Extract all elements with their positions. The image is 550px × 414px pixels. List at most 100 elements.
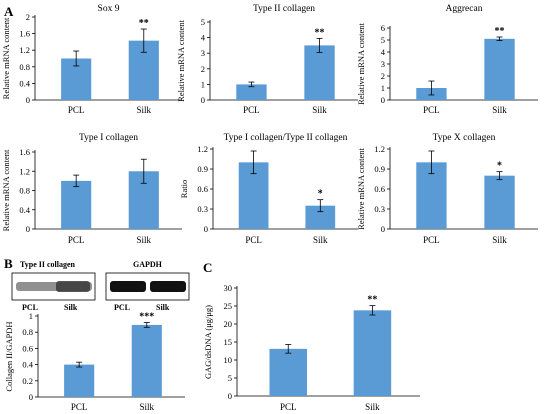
y-tick-label: 0.4 (22, 360, 33, 370)
y-tick-label: 0.9 (197, 164, 208, 174)
y-axis-label: GAG/dsDNA (μg/μg) (203, 305, 213, 379)
significance-marker: * (497, 161, 502, 172)
panel-letter-b: B (4, 256, 13, 271)
y-tick-label: 25 (224, 301, 233, 311)
blot-lane-pcl-right: PCL (114, 303, 130, 312)
y-tick-label: 0.6 (374, 184, 385, 194)
bar-silk (131, 324, 162, 397)
y-tick-label: 5 (201, 17, 205, 27)
y-tick-label: 1 (381, 83, 385, 93)
chart-type-x-collagen: Type X collagen Relative mRNA content 0 0.3… (356, 133, 538, 245)
y-tick-label: 5 (381, 35, 385, 45)
y-tick-label: 0 (26, 95, 30, 105)
significance-marker: ** (495, 26, 505, 37)
y-tick-label: 1.2 (374, 144, 385, 154)
y-tick-label: 0.8 (19, 186, 30, 196)
y-tick-label: 0 (29, 392, 33, 402)
chart-collagen-ii-gapdh: Collagen II/GAPDH 0 0.2 0.4 0.6 0.8 1 PCL *** Sil… (4, 311, 185, 412)
bar-silk (484, 38, 515, 100)
y-axis-label: Relative mRNA content (1, 149, 11, 231)
y-tick-label: 0.8 (19, 62, 30, 72)
category-label: Silk (492, 105, 507, 115)
y-tick-label: 0 (201, 95, 205, 105)
y-tick-label: 1 (29, 311, 33, 321)
y-tick-label: 0.9 (374, 164, 385, 174)
blot-label-gapdh: GAPDH (133, 260, 163, 269)
y-tick-label: 0.8 (22, 327, 33, 337)
y-tick-label: 20 (224, 319, 233, 329)
blot-lane-silk-right: Silk (156, 303, 170, 312)
chart-title: Sox 9 (98, 4, 120, 14)
bar-pcl (269, 348, 307, 396)
y-axis-label: Relative mRNA content (356, 148, 366, 230)
y-tick-label: 3 (201, 48, 205, 58)
y-tick-label: 15 (224, 337, 233, 347)
chart-gag-dsdna: GAG/dsDNA (μg/μg) 0 5 10 15 20 25 30 PCL ** Silk (203, 283, 420, 412)
category-label: PCL (68, 105, 85, 115)
y-tick-label: 2 (201, 64, 205, 74)
category-label: Silk (365, 402, 380, 412)
significance-marker: ** (139, 18, 149, 29)
y-tick-label: 0.2 (22, 376, 33, 386)
significance-marker: * (318, 189, 323, 200)
chart-title: Type I collagen/Type II collagen (224, 133, 348, 143)
y-tick-label: 2 (26, 12, 30, 22)
category-label: PCL (280, 402, 297, 412)
y-tick-label: 5 (228, 373, 232, 383)
bar-silk (484, 175, 515, 229)
y-tick-label: 1.6 (19, 29, 30, 39)
bar-silk (353, 310, 392, 396)
y-tick-label: 0.6 (197, 184, 208, 194)
significance-marker: *** (139, 311, 154, 322)
chart-sox9: Sox 9 Relative mRNA content 0 0.4 0.8 1.2 1.6 2… (1, 4, 182, 115)
category-label: PCL (71, 402, 88, 412)
panel-letter-c: C (203, 260, 212, 275)
chart-title: Type II collagen (253, 4, 315, 14)
category-label: Silk (137, 235, 152, 245)
category-label: Silk (492, 235, 507, 245)
y-tick-label: 0 (228, 391, 232, 401)
category-label: Silk (313, 235, 328, 245)
y-axis-label: Ratio (179, 180, 189, 198)
y-axis-label: Relative mRNA content (356, 23, 366, 105)
category-label: Silk (140, 402, 155, 412)
y-tick-label: 3 (381, 59, 385, 69)
y-tick-label: 2 (381, 71, 385, 81)
blot-lane-pcl-left: PCL (22, 303, 38, 312)
y-axis-label: Relative mRNA content (1, 17, 11, 99)
y-axis-label: Collagen II/GAPDH (4, 321, 14, 391)
y-tick-label: 0.3 (374, 204, 385, 214)
category-label: PCL (423, 235, 440, 245)
y-axis-label: Relative mRNA content (176, 20, 186, 102)
bar-pcl (236, 84, 267, 100)
category-label: PCL (243, 105, 260, 115)
category-label: PCL (245, 235, 262, 245)
significance-marker: ** (367, 295, 377, 306)
bar-silk (304, 45, 335, 100)
blot-band-right-silk (150, 281, 186, 292)
y-tick-label: 4 (381, 47, 386, 57)
bar-silk (305, 205, 336, 229)
y-tick-label: 4 (201, 33, 206, 43)
blot-band-left-dark (56, 281, 90, 292)
panel-letter-a: A (4, 4, 14, 19)
chart-aggrecan: Aggrecan Relative mRNA content 0 1 2 3 4 5 6 PCL *… (356, 4, 538, 115)
y-tick-label: 0.4 (19, 205, 30, 215)
y-tick-label: 1.2 (19, 45, 30, 55)
western-blot: Type II collagen GAPDH PCL Silk PCL Silk (11, 260, 190, 312)
chart-title: Type I collagen (79, 133, 138, 143)
bar-pcl (61, 180, 92, 229)
y-tick-label: 0.4 (19, 78, 30, 88)
chart-title: Aggrecan (446, 4, 483, 14)
y-tick-label: 6 (381, 23, 385, 33)
y-tick-label: 0 (381, 224, 385, 234)
category-label: PCL (423, 105, 440, 115)
category-label: PCL (68, 235, 85, 245)
chart-title: Type X collagen (433, 133, 496, 143)
y-tick-label: 0.3 (197, 204, 208, 214)
blot-lane-silk-left: Silk (64, 303, 78, 312)
chart-collagen-ratio: Type I collagen/Type II collagen Ratio 0 0.… (179, 133, 358, 245)
y-tick-label: 0 (381, 95, 385, 105)
blot-label-type-ii-collagen: Type II collagen (20, 260, 76, 269)
